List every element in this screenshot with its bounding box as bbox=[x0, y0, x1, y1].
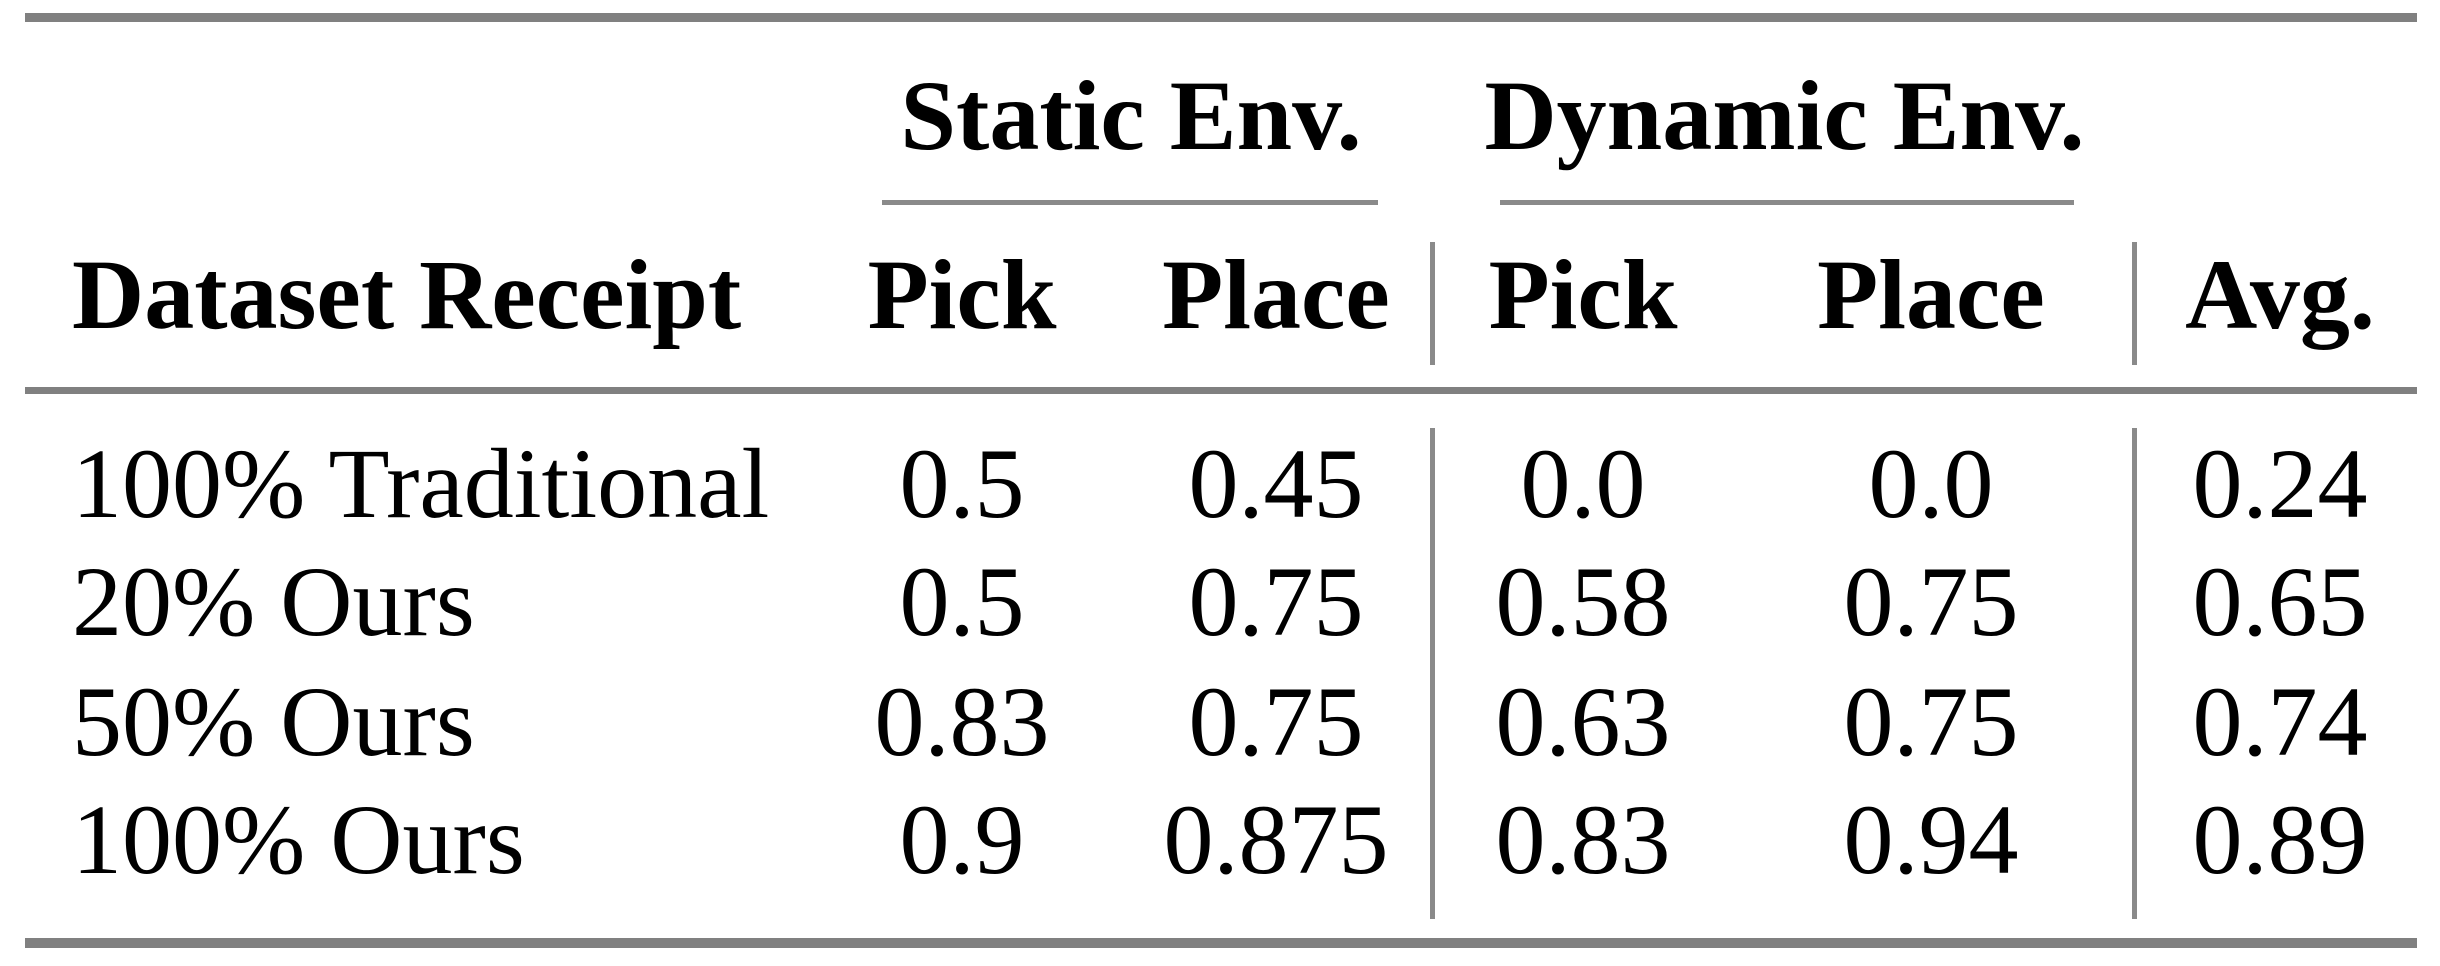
header-midrule bbox=[25, 387, 2417, 394]
data-cell: 0.94 bbox=[1843, 784, 2019, 895]
data-cell: 0.75 bbox=[1843, 546, 2019, 657]
col-header-avg: Avg. bbox=[2185, 239, 2375, 350]
data-cell: 0.0 bbox=[1520, 428, 1646, 539]
col-header-dynamic-pick: Pick bbox=[1488, 239, 1678, 350]
data-cell: 0.74 bbox=[2192, 666, 2368, 777]
group-header-static-env: Static Env. bbox=[900, 60, 1362, 171]
top-rule bbox=[25, 13, 2417, 22]
row-label: 50% Ours bbox=[72, 666, 475, 777]
group-header-dynamic-env: Dynamic Env. bbox=[1484, 60, 2085, 171]
data-cell: 0.9 bbox=[899, 784, 1025, 895]
col-header-static-place: Place bbox=[1162, 239, 1390, 350]
data-cell: 0.89 bbox=[2192, 784, 2368, 895]
static-env-cmidrule bbox=[882, 200, 1378, 205]
row-label: 20% Ours bbox=[72, 546, 475, 657]
row-label: 100% Ours bbox=[72, 784, 525, 895]
static-dynamic-divider-header bbox=[1430, 242, 1435, 365]
data-cell: 0.45 bbox=[1188, 428, 1364, 539]
col-header-dataset-receipt: Dataset Receipt bbox=[72, 239, 742, 350]
data-cell: 0.75 bbox=[1188, 666, 1364, 777]
data-cell: 0.58 bbox=[1495, 546, 1671, 657]
data-cell: 0.5 bbox=[899, 546, 1025, 657]
data-cell: 0.24 bbox=[2192, 428, 2368, 539]
dynamic-env-cmidrule bbox=[1500, 200, 2074, 205]
data-cell: 0.875 bbox=[1163, 784, 1389, 895]
data-cell: 0.75 bbox=[1843, 666, 2019, 777]
data-cell: 0.0 bbox=[1868, 428, 1994, 539]
static-dynamic-divider-body bbox=[1430, 428, 1435, 919]
data-cell: 0.5 bbox=[899, 428, 1025, 539]
data-cell: 0.63 bbox=[1495, 666, 1671, 777]
col-header-dynamic-place: Place bbox=[1817, 239, 2045, 350]
data-cell: 0.83 bbox=[1495, 784, 1671, 895]
avg-divider-header bbox=[2132, 242, 2137, 365]
row-label: 100% Traditional bbox=[72, 428, 770, 539]
data-cell: 0.83 bbox=[874, 666, 1050, 777]
bottom-rule bbox=[25, 938, 2417, 948]
col-header-static-pick: Pick bbox=[867, 239, 1057, 350]
data-cell: 0.75 bbox=[1188, 546, 1364, 657]
data-cell: 0.65 bbox=[2192, 546, 2368, 657]
avg-divider-body bbox=[2132, 428, 2137, 919]
